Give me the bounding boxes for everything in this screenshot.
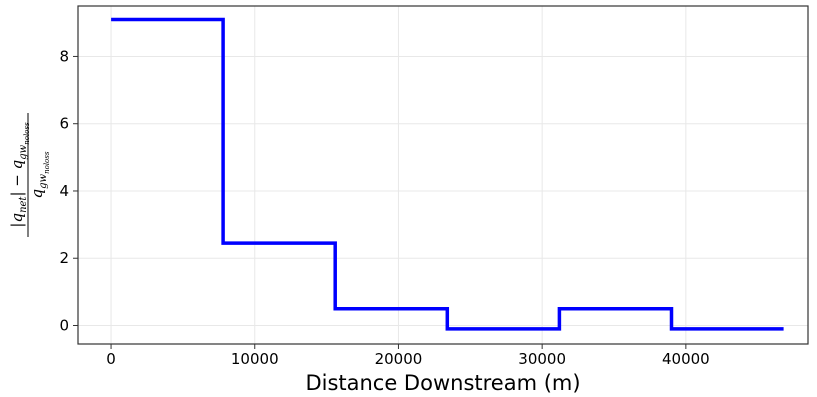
- y-axis-title-denominator: qgwnoloss: [28, 151, 51, 198]
- y-axis-title-numerator: |qnet| − qgwnoloss: [8, 122, 31, 228]
- y-tick-label: 2: [59, 249, 69, 267]
- series-line: [111, 17, 784, 331]
- x-tick-label: 40000: [662, 350, 710, 368]
- y-tick-label: 6: [59, 115, 69, 133]
- y-axis-ticks: 0 2 4 6 8: [59, 47, 78, 335]
- y-axis-title: |qnet| − qgwnoloss qgwnoloss: [8, 113, 51, 237]
- x-tick-label: 10000: [231, 350, 279, 368]
- y-tick-label: 8: [59, 47, 69, 65]
- x-tick-label: 0: [106, 350, 116, 368]
- x-axis-ticks: 0 10000 20000 30000 40000: [106, 344, 710, 368]
- x-tick-label: 20000: [375, 350, 423, 368]
- y-tick-label: 0: [59, 317, 69, 335]
- x-axis-title: Distance Downstream (m): [305, 371, 580, 395]
- y-tick-label: 4: [59, 182, 69, 200]
- plot-frame: [77, 5, 809, 345]
- x-tick-label: 30000: [518, 350, 566, 368]
- grid-lines: [78, 6, 808, 344]
